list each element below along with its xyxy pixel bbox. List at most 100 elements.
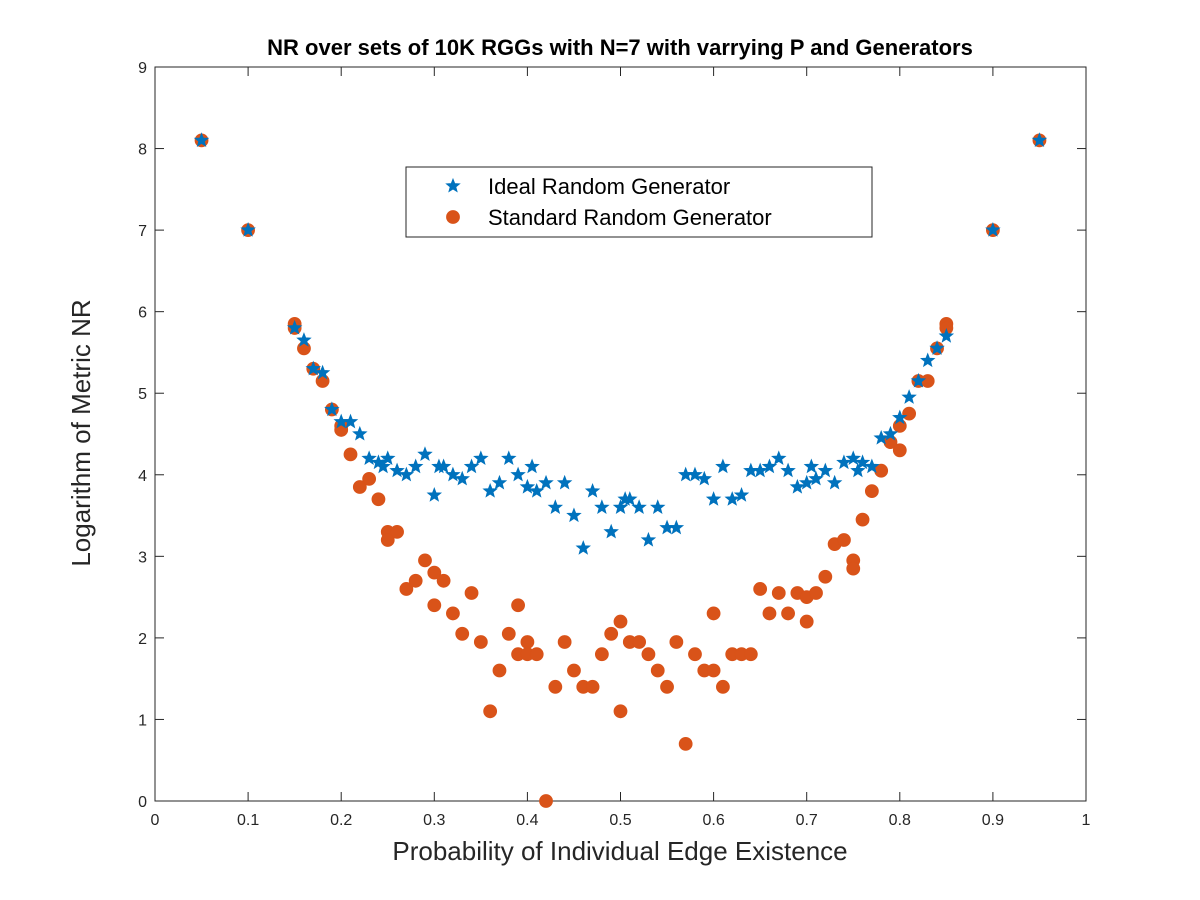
legend-label-standard: Standard Random Generator — [488, 205, 772, 230]
standard-point — [762, 606, 777, 621]
standard-point — [706, 663, 721, 678]
ideal-point — [240, 221, 256, 237]
standard-point — [864, 484, 879, 498]
standard-point — [315, 374, 330, 388]
ideal-point — [705, 491, 722, 506]
ideal-point — [524, 458, 540, 474]
standard-point — [613, 704, 628, 719]
standard-point — [548, 679, 563, 694]
x-tick-label: 0.1 — [237, 812, 259, 829]
ideal-point — [803, 458, 820, 474]
chart-title: NR over sets of 10K RGGs with N=7 with v… — [267, 35, 973, 60]
standard-point — [771, 586, 786, 600]
ideal-point — [864, 458, 880, 474]
ideal-point — [445, 466, 461, 482]
ideal-point — [314, 364, 331, 380]
ideal-point — [622, 491, 638, 506]
standard-point — [818, 569, 833, 584]
standard-point — [427, 565, 442, 580]
standard-point — [529, 647, 544, 662]
ideal-point — [575, 540, 591, 555]
x-tick-label: 0 — [151, 812, 160, 829]
ideal-point — [780, 462, 796, 478]
standard-point — [837, 533, 851, 547]
ideal-point — [510, 466, 526, 482]
x-tick-label: 0.5 — [609, 812, 631, 829]
legend-label-ideal: Ideal Random Generator — [488, 174, 730, 199]
series-ideal — [193, 132, 1048, 555]
ideal-point — [938, 328, 955, 343]
standard-point — [567, 663, 581, 678]
series-layer — [193, 132, 1048, 808]
standard-point — [669, 635, 684, 649]
standard-point — [539, 794, 553, 808]
ideal-point — [733, 487, 750, 502]
standard-point — [511, 598, 525, 613]
standard-point — [390, 524, 404, 539]
y-tick-label: 9 — [138, 60, 147, 77]
standard-point — [892, 443, 907, 458]
ideal-point — [724, 491, 740, 506]
standard-point — [371, 492, 386, 507]
ideal-point — [435, 458, 452, 474]
x-axis: 0 0.1 0.2 0.3 0.4 0.5 0.6 0.7 0.8 0.9 1 — [151, 67, 1091, 829]
ideal-point — [375, 458, 391, 474]
ideal-point — [836, 454, 852, 470]
ideal-point — [798, 474, 815, 490]
legend: Ideal Random Generator Standard Random G… — [405, 166, 873, 238]
ideal-point — [473, 450, 489, 466]
ideal-point — [193, 132, 210, 147]
ideal-point — [361, 450, 377, 466]
ideal-point — [715, 458, 731, 474]
ideal-point — [901, 389, 917, 404]
y-axis: 0 1 2 3 4 5 6 7 8 9 — [138, 60, 1086, 811]
standard-point — [520, 635, 535, 649]
ideal-point — [491, 474, 508, 490]
y-tick-label: 3 — [138, 549, 147, 566]
y-tick-label: 0 — [138, 794, 147, 811]
standard-point — [380, 533, 395, 547]
standard-point — [855, 512, 870, 527]
ideal-point — [342, 413, 359, 429]
ideal-point — [789, 478, 806, 494]
ideal-point — [324, 401, 340, 417]
x-tick-label: 0.8 — [889, 812, 911, 829]
x-tick-label: 0.6 — [702, 812, 724, 829]
x-tick-label: 0.7 — [796, 812, 818, 829]
standard-point — [501, 626, 516, 641]
ideal-point — [882, 425, 899, 441]
standard-point — [678, 737, 693, 751]
ideal-point — [305, 360, 321, 376]
ideal-point — [519, 478, 536, 494]
ideal-point — [845, 450, 861, 466]
ideal-point — [352, 425, 368, 441]
x-tick-label: 0.4 — [516, 812, 538, 829]
legend-marker-ideal — [445, 177, 461, 193]
ideal-point — [650, 499, 666, 514]
standard-point — [809, 586, 823, 600]
ideal-point — [920, 352, 936, 368]
standard-point — [604, 626, 619, 641]
y-tick-label: 1 — [138, 712, 147, 729]
legend-circle-icon — [446, 210, 460, 224]
standard-point — [688, 647, 702, 662]
x-tick-label: 1 — [1082, 812, 1091, 829]
x-tick-label: 0.9 — [982, 812, 1004, 829]
standard-point — [473, 635, 488, 649]
y-tick-label: 7 — [138, 223, 147, 240]
standard-point — [408, 573, 423, 588]
ideal-point — [417, 446, 433, 461]
ideal-point — [286, 319, 303, 335]
standard-point — [557, 635, 572, 649]
standard-point — [464, 586, 479, 600]
ideal-point — [407, 458, 424, 474]
y-tick-label: 6 — [138, 305, 147, 322]
standard-point — [753, 582, 768, 596]
ideal-point — [850, 462, 866, 478]
ideal-point — [752, 462, 768, 478]
standard-point — [436, 573, 451, 588]
x-axis-label: Probability of Individual Edge Existence — [392, 836, 847, 866]
standard-point — [297, 341, 311, 356]
standard-point — [446, 606, 460, 621]
standard-point — [902, 406, 917, 421]
